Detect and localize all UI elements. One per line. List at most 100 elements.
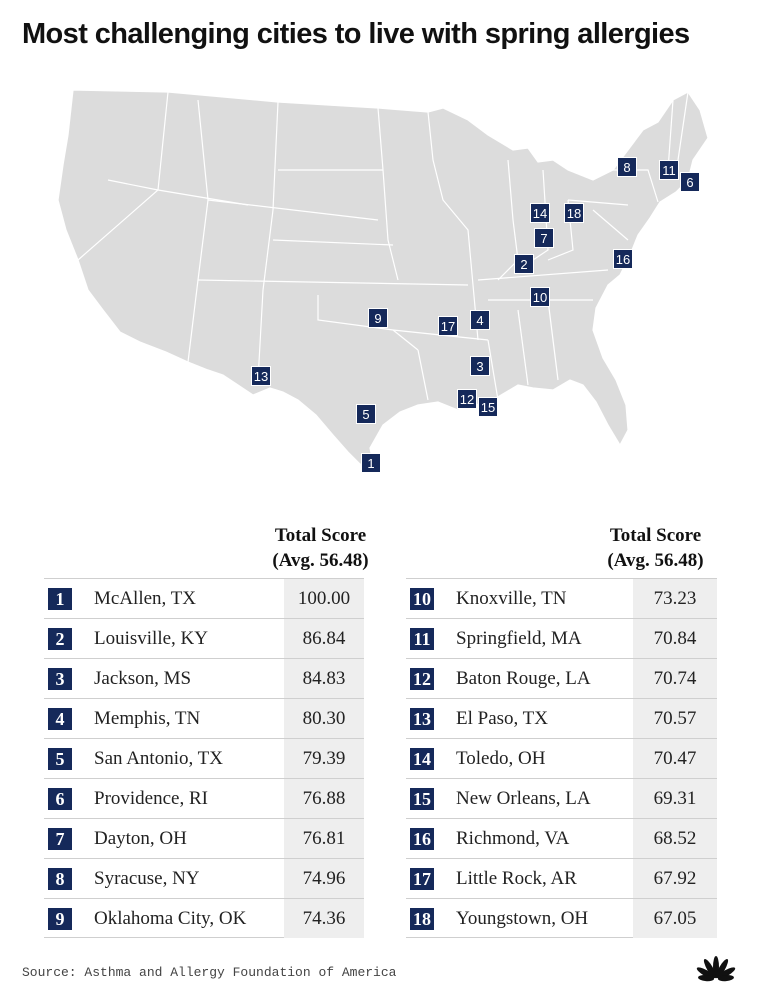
city-name: Louisville, KY — [94, 628, 208, 649]
rank-badge: 1 — [48, 588, 72, 610]
city-score: 84.83 — [284, 659, 364, 698]
rank-badge: 13 — [410, 708, 434, 730]
map-marker: 6 — [680, 172, 700, 192]
map-marker: 10 — [530, 287, 550, 307]
city-name: Jackson, MS — [94, 668, 192, 689]
page-title: Most challenging cities to live with spr… — [22, 18, 690, 50]
peacock-logo-icon — [696, 956, 736, 982]
city-score: 79.39 — [284, 739, 364, 778]
city-name: Baton Rouge, LA — [456, 668, 591, 689]
city-score: 76.81 — [284, 819, 364, 858]
map-marker: 13 — [251, 366, 271, 386]
city-name: Springfield, MA — [456, 628, 582, 649]
table-row: 14 Toledo, OH 70.47 — [406, 738, 717, 778]
city-score: 70.57 — [633, 699, 717, 738]
map-marker: 5 — [356, 404, 376, 424]
table-row: 9 Oklahoma City, OK 74.36 — [44, 898, 364, 938]
city-name: Oklahoma City, OK — [94, 908, 247, 929]
left-column-header: Total Score (Avg. 56.48) — [258, 523, 383, 573]
table-row: 13 El Paso, TX 70.57 — [406, 698, 717, 738]
city-score: 76.88 — [284, 779, 364, 818]
table-row: 10 Knoxville, TN 73.23 — [406, 578, 717, 618]
city-score: 74.36 — [284, 899, 364, 938]
rank-badge: 3 — [48, 668, 72, 690]
city-name: Syracuse, NY — [94, 868, 200, 889]
column-header-average: (Avg. 56.48) — [272, 550, 369, 571]
rank-badge: 6 — [48, 788, 72, 810]
table-row: 2 Louisville, KY 86.84 — [44, 618, 364, 658]
rank-badge: 12 — [410, 668, 434, 690]
table-row: 1 McAllen, TX 100.00 — [44, 578, 364, 618]
table-row: 3 Jackson, MS 84.83 — [44, 658, 364, 698]
column-header-title: Total Score — [609, 525, 702, 546]
table-row: 5 San Antonio, TX 79.39 — [44, 738, 364, 778]
city-name: El Paso, TX — [456, 708, 549, 729]
table-row: 17 Little Rock, AR 67.92 — [406, 858, 717, 898]
city-score: 67.92 — [633, 859, 717, 898]
map-marker: 16 — [613, 249, 633, 269]
city-score: 70.47 — [633, 739, 717, 778]
map-marker: 4 — [470, 310, 490, 330]
city-score: 70.74 — [633, 659, 717, 698]
map-marker: 3 — [470, 356, 490, 376]
rank-badge: 11 — [410, 628, 434, 650]
city-name: San Antonio, TX — [94, 748, 223, 769]
city-score: 67.05 — [633, 899, 717, 938]
table-row: 18 Youngstown, OH 67.05 — [406, 898, 717, 938]
table-row: 8 Syracuse, NY 74.96 — [44, 858, 364, 898]
city-name: Little Rock, AR — [456, 868, 577, 889]
table-row: 4 Memphis, TN 80.30 — [44, 698, 364, 738]
map-marker: 17 — [438, 316, 458, 336]
map-marker: 18 — [564, 203, 584, 223]
right-column-header: Total Score (Avg. 56.48) — [593, 523, 718, 573]
map-marker: 9 — [368, 308, 388, 328]
city-name: Providence, RI — [94, 788, 208, 809]
city-score: 70.84 — [633, 619, 717, 658]
ranking-table-left: 1 McAllen, TX 100.00 2 Louisville, KY 86.84 … — [44, 578, 364, 938]
us-map: 1 2 3 4 5 6 7 8 9 10 11 12 13 14 15 16 1… — [48, 80, 738, 480]
city-name: Richmond, VA — [456, 828, 570, 849]
city-name: Youngstown, OH — [456, 908, 589, 929]
rank-badge: 8 — [48, 868, 72, 890]
city-name: Toledo, OH — [456, 748, 546, 769]
rank-badge: 2 — [48, 628, 72, 650]
table-row: 6 Providence, RI 76.88 — [44, 778, 364, 818]
column-header-average: (Avg. 56.48) — [607, 550, 704, 571]
rank-badge: 14 — [410, 748, 434, 770]
city-score: 86.84 — [284, 619, 364, 658]
rank-badge: 5 — [48, 748, 72, 770]
table-row: 15 New Orleans, LA 69.31 — [406, 778, 717, 818]
city-name: Memphis, TN — [94, 708, 201, 729]
rank-badge: 4 — [48, 708, 72, 730]
source-note: Source: Asthma and Allergy Foundation of… — [22, 965, 397, 980]
city-score: 73.23 — [633, 579, 717, 618]
city-score: 100.00 — [284, 579, 364, 618]
map-marker: 8 — [617, 157, 637, 177]
city-score: 69.31 — [633, 779, 717, 818]
city-score: 74.96 — [284, 859, 364, 898]
us-map-shape — [57, 89, 709, 469]
us-land — [57, 89, 709, 469]
table-row: 11 Springfield, MA 70.84 — [406, 618, 717, 658]
table-row: 16 Richmond, VA 68.52 — [406, 818, 717, 858]
ranking-table-right: 10 Knoxville, TN 73.23 11 Springfield, MA 70… — [406, 578, 717, 938]
rank-badge: 17 — [410, 868, 434, 890]
map-marker: 1 — [361, 453, 381, 473]
map-marker: 7 — [534, 228, 554, 248]
rank-badge: 10 — [410, 588, 434, 610]
map-marker: 12 — [457, 389, 477, 409]
map-marker: 11 — [659, 160, 679, 180]
rank-badge: 18 — [410, 908, 434, 930]
table-row: 12 Baton Rouge, LA 70.74 — [406, 658, 717, 698]
column-header-title: Total Score — [274, 525, 367, 546]
map-marker: 14 — [530, 203, 550, 223]
city-name: McAllen, TX — [94, 588, 197, 609]
map-marker: 15 — [478, 397, 498, 417]
rank-badge: 9 — [48, 908, 72, 930]
city-score: 68.52 — [633, 819, 717, 858]
city-name: Dayton, OH — [94, 828, 187, 849]
rank-badge: 7 — [48, 828, 72, 850]
map-marker: 2 — [514, 254, 534, 274]
table-row: 7 Dayton, OH 76.81 — [44, 818, 364, 858]
city-name: New Orleans, LA — [456, 788, 591, 809]
